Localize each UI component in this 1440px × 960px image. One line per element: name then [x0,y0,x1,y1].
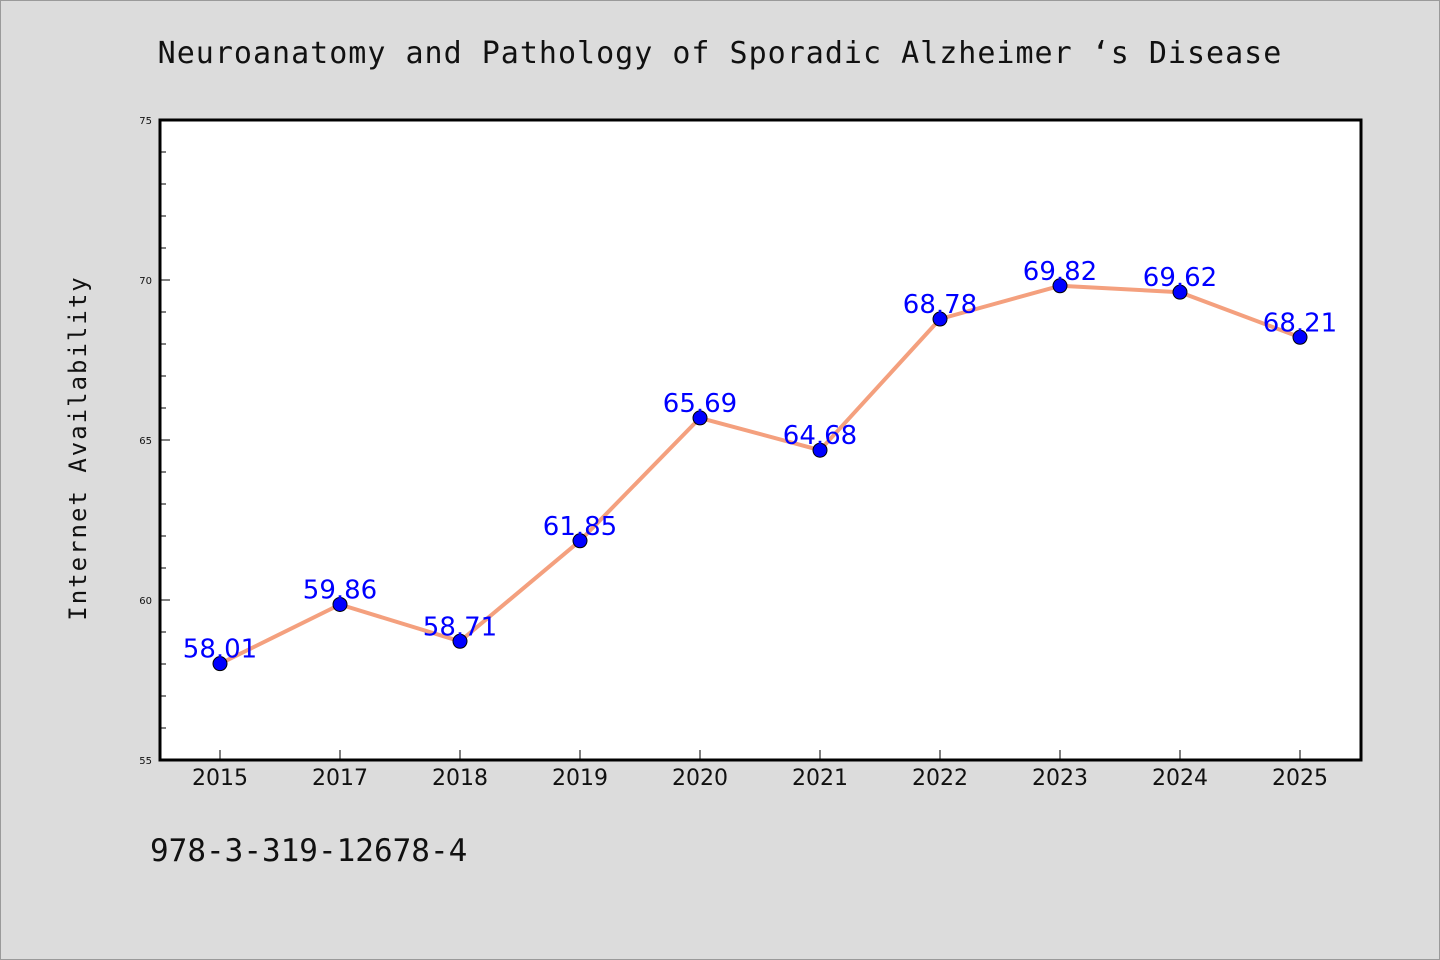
plot-border [158,118,1363,762]
series-line [219,283,1301,666]
x-tick-label: 2021 [792,766,848,791]
x-tick-label: 2017 [312,766,368,791]
x-tick-label: 2022 [912,766,968,791]
y-tick-label: 75 [139,116,152,127]
x-tick-label: 2020 [672,766,728,791]
data-point [452,633,468,649]
data-point [332,596,348,612]
data-label: 68.21 [1263,308,1337,338]
data-label: 69.62 [1143,263,1217,293]
y-axis-label: Internet Availability [64,275,92,620]
y-axis-ticks: 55 60 65 70 75 [139,116,170,767]
data-point [572,533,588,549]
data-point [212,656,228,672]
x-tick-label: 2025 [1272,766,1328,791]
data-label: 61.85 [543,512,617,542]
x-tick-label: 2024 [1152,766,1208,791]
data-point [1052,278,1068,294]
y-tick-label: 70 [139,276,152,287]
y-tick-label: 65 [139,436,152,447]
data-point [692,410,708,426]
x-tick-label: 2018 [432,766,488,791]
isbn-text: 978-3-319-12678-4 [150,833,468,869]
data-labels: 58.01 59.86 58.71 61.85 65.69 64.68 68.78 69.82… [183,257,1337,665]
data-point [1172,284,1188,300]
data-label: 58.01 [183,635,257,665]
data-label: 68.78 [903,290,977,320]
data-point [812,442,828,458]
data-point [1292,329,1308,345]
x-axis-ticks: 2015 2017 2018 2019 2020 2021 2022 2023 2024 2025 [192,750,1328,791]
data-point [932,311,948,327]
x-tick-label: 2023 [1032,766,1088,791]
data-markers [212,278,1308,672]
data-label: 58.71 [423,612,497,642]
data-label: 59.86 [303,575,377,605]
y-tick-label: 60 [139,596,152,607]
data-label: 65.69 [663,389,737,419]
chart-title: Neuroanatomy and Pathology of Sporadic A… [157,36,1283,71]
x-tick-label: 2019 [552,766,608,791]
data-label: 64.68 [783,421,857,451]
x-tick-label: 2015 [192,766,248,791]
y-tick-label: 55 [139,756,152,767]
plot-area [160,120,1361,760]
data-label: 69.82 [1023,257,1097,287]
